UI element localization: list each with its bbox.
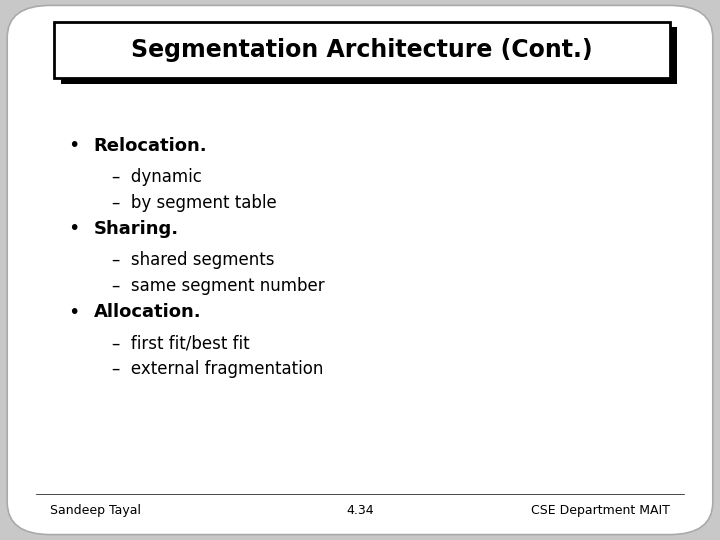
Text: •: • — [68, 302, 80, 322]
Text: Allocation.: Allocation. — [94, 303, 201, 321]
Text: •: • — [68, 219, 80, 239]
Text: –  first fit/best fit: – first fit/best fit — [112, 334, 249, 353]
Text: –  shared segments: – shared segments — [112, 251, 274, 269]
Text: Sandeep Tayal: Sandeep Tayal — [50, 504, 141, 517]
Text: –  external fragmentation: – external fragmentation — [112, 360, 323, 379]
Text: Sharing.: Sharing. — [94, 220, 179, 238]
Text: 4.34: 4.34 — [346, 504, 374, 517]
Text: Segmentation Architecture (Cont.): Segmentation Architecture (Cont.) — [131, 38, 593, 62]
Text: –  same segment number: – same segment number — [112, 277, 324, 295]
Text: CSE Department MAIT: CSE Department MAIT — [531, 504, 670, 517]
Text: –  dynamic: – dynamic — [112, 168, 202, 186]
Text: Relocation.: Relocation. — [94, 137, 207, 155]
Text: –  by segment table: – by segment table — [112, 194, 276, 212]
Text: •: • — [68, 136, 80, 156]
